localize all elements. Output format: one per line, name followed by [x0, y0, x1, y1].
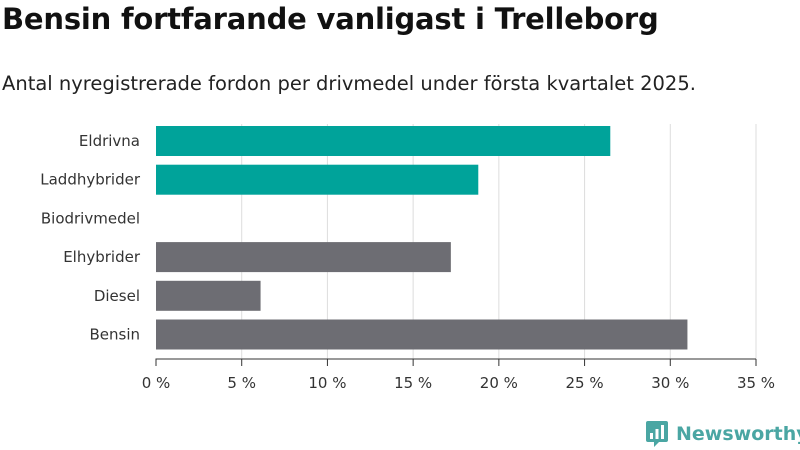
bar-laddhybrider: [156, 164, 479, 195]
x-tick-label: 30 %: [651, 374, 689, 392]
category-label: Laddhybrider: [40, 171, 141, 189]
category-label: Bensin: [89, 326, 140, 344]
x-tick-label: 35 %: [737, 374, 775, 392]
bar-diesel: [156, 280, 261, 311]
x-tick-label: 15 %: [394, 374, 432, 392]
newsworthy-logo-icon: [646, 421, 668, 447]
x-tick-label: 5 %: [227, 374, 256, 392]
chart-title: Bensin fortfarande vanligast i Trellebor…: [2, 2, 659, 36]
chart-subtitle: Antal nyregistrerade fordon per drivmede…: [2, 72, 696, 95]
brand-name: Newsworthy: [676, 423, 800, 445]
brand-logo: Newsworthy: [645, 420, 800, 448]
bar-bensin: [156, 319, 688, 350]
category-label: Eldrivna: [79, 132, 140, 150]
x-axis: 0 % 5 % 10 % 15 % 20 % 25 % 30 % 35 %: [142, 358, 775, 392]
bars: [156, 126, 688, 350]
bar-eldrivna: [156, 126, 611, 156]
category-label: Diesel: [94, 287, 140, 305]
x-tick-label: 10 %: [308, 374, 346, 392]
category-labels: Eldrivna Laddhybrider Biodrivmedel Elhybrid…: [40, 132, 141, 344]
category-label: Elhybrider: [63, 248, 141, 266]
bar-elhybrider: [156, 242, 451, 273]
x-tick-label: 25 %: [566, 374, 604, 392]
category-label: Biodrivmedel: [41, 209, 140, 227]
x-tick-label: 20 %: [480, 374, 518, 392]
x-tick-label: 0 %: [142, 374, 171, 392]
